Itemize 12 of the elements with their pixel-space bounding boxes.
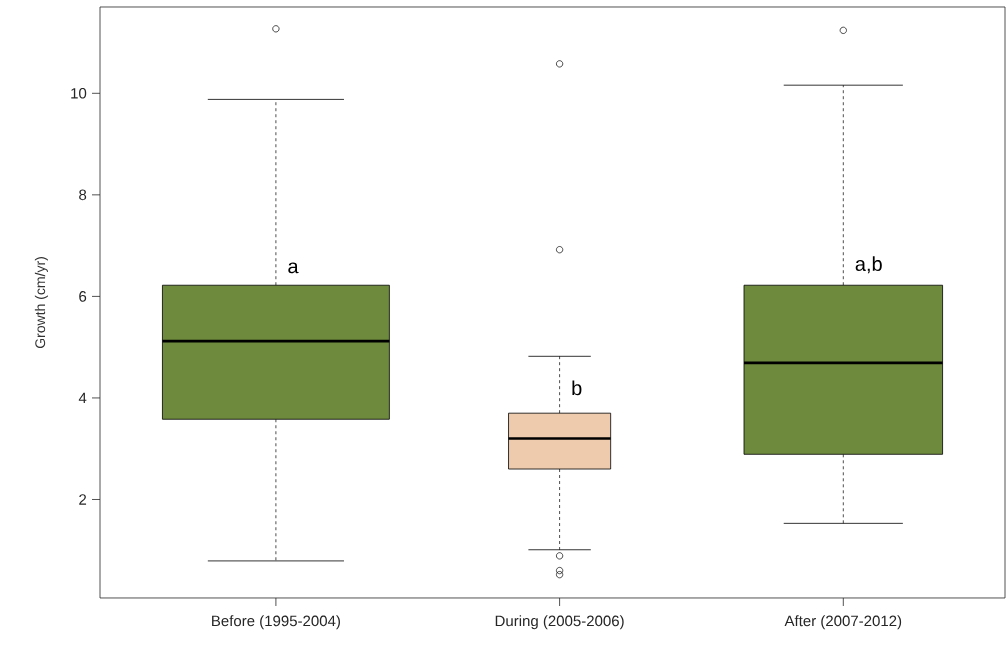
y-tick-label: 6 xyxy=(79,291,87,302)
y-tick-label: 10 xyxy=(71,87,87,99)
x-tick-label: After (2007-2012) xyxy=(784,615,902,630)
y-tick-label: 4 xyxy=(78,392,87,404)
y-tick-label: 2 xyxy=(79,494,87,505)
y-tick-label: 8 xyxy=(79,189,87,201)
annotation: a xyxy=(288,262,299,274)
x-tick-label: Before (1995-2004) xyxy=(212,615,340,630)
annotation: a,b xyxy=(855,256,882,274)
x-tick-label: During (2005-2006) xyxy=(495,615,624,630)
annotation: b xyxy=(572,380,582,396)
y-axis-title: Growth (cm/yr) xyxy=(34,257,48,349)
